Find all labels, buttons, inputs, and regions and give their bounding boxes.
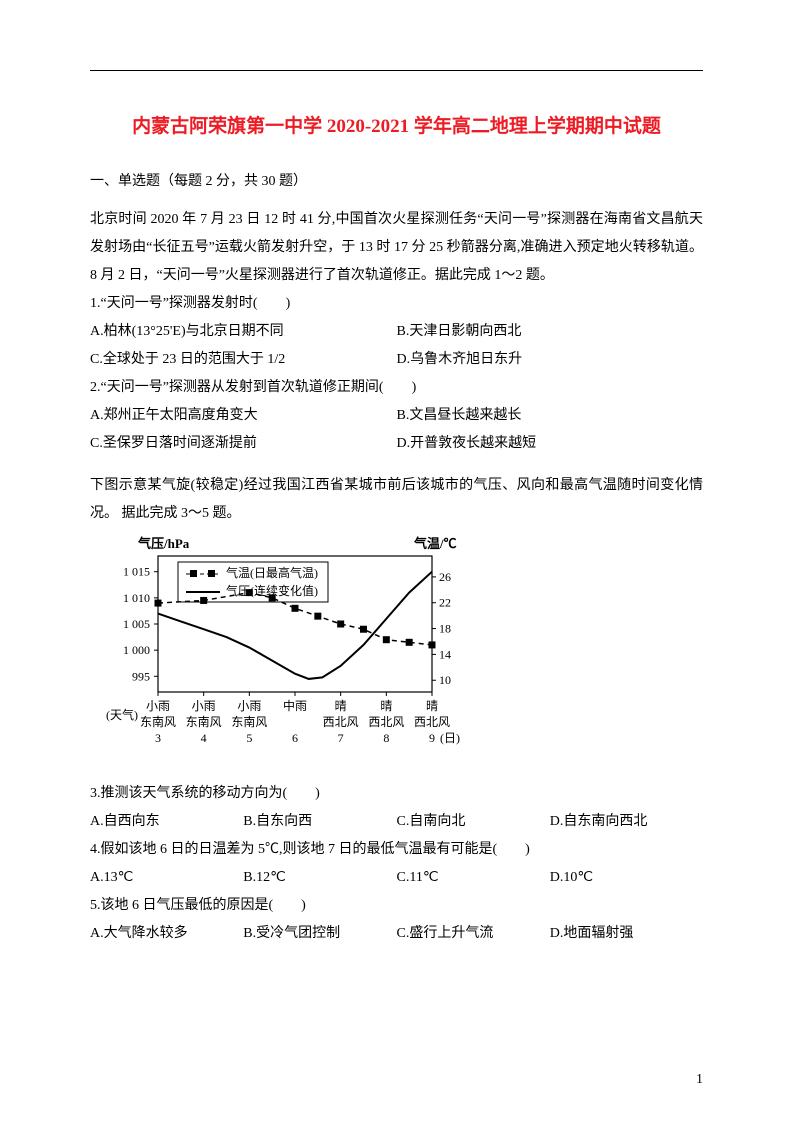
svg-text:1 015: 1 015	[123, 565, 150, 579]
svg-text:22: 22	[439, 596, 451, 610]
top-rule	[90, 70, 703, 71]
svg-text:4: 4	[201, 731, 207, 745]
q2-opt-c: C.圣保罗日落时间逐渐提前	[90, 430, 397, 458]
chart-svg: 气压/hPa 气温/℃ 995 1 000 1 005 1 010 1 015 10 14 18 2…	[100, 534, 470, 769]
q4-stem: 4.假如该地 6 日的日温差为 5℃,则该地 7 日的最低气温最有可能是( )	[90, 836, 703, 864]
q1-opt-c: C.全球处于 23 日的范围大于 1/2	[90, 346, 397, 374]
svg-text:9: 9	[429, 731, 435, 745]
q1-options-row1: A.柏林(13°25'E)与北京日期不同 B.天津日影朝向西北	[90, 318, 703, 346]
q5-options: A.大气降水较多 B.受冷气团控制 C.盛行上升气流 D.地面辐射强	[90, 920, 703, 948]
q4-opt-a: A.13℃	[90, 864, 243, 892]
q5-stem: 5.该地 6 日气压最低的原因是( )	[90, 892, 703, 920]
svg-text:气温/℃: 气温/℃	[414, 536, 457, 551]
svg-text:(日): (日)	[440, 731, 460, 745]
q3-opt-b: B.自东向西	[243, 808, 396, 836]
q2-options-row1: A.郑州正午太阳高度角变大 B.文昌昼长越来越长	[90, 402, 703, 430]
svg-text:1 005: 1 005	[123, 617, 150, 631]
q2-opt-b: B.文昌昼长越来越长	[397, 402, 704, 430]
q5-opt-a: A.大气降水较多	[90, 920, 243, 948]
svg-text:6: 6	[292, 731, 298, 745]
q1-opt-b: B.天津日影朝向西北	[397, 318, 704, 346]
svg-text:14: 14	[439, 647, 451, 661]
q4-opt-d: D.10℃	[550, 864, 703, 892]
q2-stem: 2.“天问一号”探测器从发射到首次轨道修正期间( )	[90, 374, 703, 402]
intro-passage-2: 下图示意某气旋(较稳定)经过我国江西省某城市前后该城市的气压、风向和最高气温随时…	[90, 472, 703, 528]
q1-stem: 1.“天问一号”探测器发射时( )	[90, 290, 703, 318]
page-number: 1	[696, 1072, 703, 1088]
svg-text:西北风: 西北风	[368, 715, 404, 729]
q3-options: A.自西向东 B.自东向西 C.自南向北 D.自东南向西北	[90, 808, 703, 836]
q1-opt-a: A.柏林(13°25'E)与北京日期不同	[90, 318, 397, 346]
q2-options-row2: C.圣保罗日落时间逐渐提前 D.开普敦夜长越来越短	[90, 430, 703, 458]
svg-text:晴: 晴	[380, 699, 392, 713]
svg-text:东南风: 东南风	[186, 714, 222, 729]
svg-text:26: 26	[439, 570, 451, 584]
q2-opt-d: D.开普敦夜长越来越短	[397, 430, 704, 458]
q5-opt-d: D.地面辐射强	[550, 920, 703, 948]
svg-text:3: 3	[155, 731, 161, 745]
svg-text:7: 7	[338, 731, 344, 745]
svg-text:(天气): (天气)	[106, 707, 138, 722]
q3-opt-a: A.自西向东	[90, 808, 243, 836]
svg-text:晴: 晴	[335, 699, 347, 713]
q4-opt-b: B.12℃	[243, 864, 396, 892]
exam-title: 内蒙古阿荣旗第一中学 2020-2021 学年高二地理上学期期中试题	[90, 111, 703, 138]
q1-opt-d: D.乌鲁木齐旭日东升	[397, 346, 704, 374]
q3-opt-d: D.自东南向西北	[550, 808, 703, 836]
svg-text:5: 5	[246, 731, 252, 745]
svg-text:小雨: 小雨	[146, 699, 170, 713]
q3-opt-c: C.自南向北	[397, 808, 550, 836]
q4-opt-c: C.11℃	[397, 864, 550, 892]
svg-text:18: 18	[439, 622, 451, 636]
svg-text:10: 10	[439, 673, 451, 687]
svg-text:小雨: 小雨	[237, 699, 261, 713]
svg-text:8: 8	[383, 731, 389, 745]
q5-opt-c: C.盛行上升气流	[397, 920, 550, 948]
page-container: 内蒙古阿荣旗第一中学 2020-2021 学年高二地理上学期期中试题 一、单选题…	[0, 0, 793, 988]
svg-text:小雨: 小雨	[192, 699, 216, 713]
svg-text:东南风: 东南风	[140, 714, 176, 729]
svg-text:1 010: 1 010	[123, 591, 150, 605]
svg-text:气温(日最高气温): 气温(日最高气温)	[226, 565, 318, 580]
svg-text:西北风: 西北风	[323, 715, 359, 729]
intro-passage-1: 北京时间 2020 年 7 月 23 日 12 时 41 分,中国首次火星探测任…	[90, 206, 703, 290]
svg-text:东南风: 东南风	[231, 714, 267, 729]
q2-opt-a: A.郑州正午太阳高度角变大	[90, 402, 397, 430]
q1-options-row2: C.全球处于 23 日的范围大于 1/2 D.乌鲁木齐旭日东升	[90, 346, 703, 374]
svg-text:1 000: 1 000	[123, 643, 150, 657]
svg-text:中雨: 中雨	[283, 698, 307, 713]
svg-text:气压/hPa: 气压/hPa	[138, 536, 190, 551]
svg-text:晴: 晴	[426, 699, 438, 713]
svg-text:995: 995	[132, 669, 150, 683]
q3-stem: 3.推测该天气系统的移动方向为( )	[90, 780, 703, 808]
q5-opt-b: B.受冷气团控制	[243, 920, 396, 948]
section-1-heading: 一、单选题（每题 2 分，共 30 题）	[90, 168, 703, 196]
q4-options: A.13℃ B.12℃ C.11℃ D.10℃	[90, 864, 703, 892]
cyclone-chart: 气压/hPa 气温/℃ 995 1 000 1 005 1 010 1 015 10 14 18 2…	[100, 534, 703, 774]
svg-text:西北风: 西北风	[414, 715, 450, 729]
